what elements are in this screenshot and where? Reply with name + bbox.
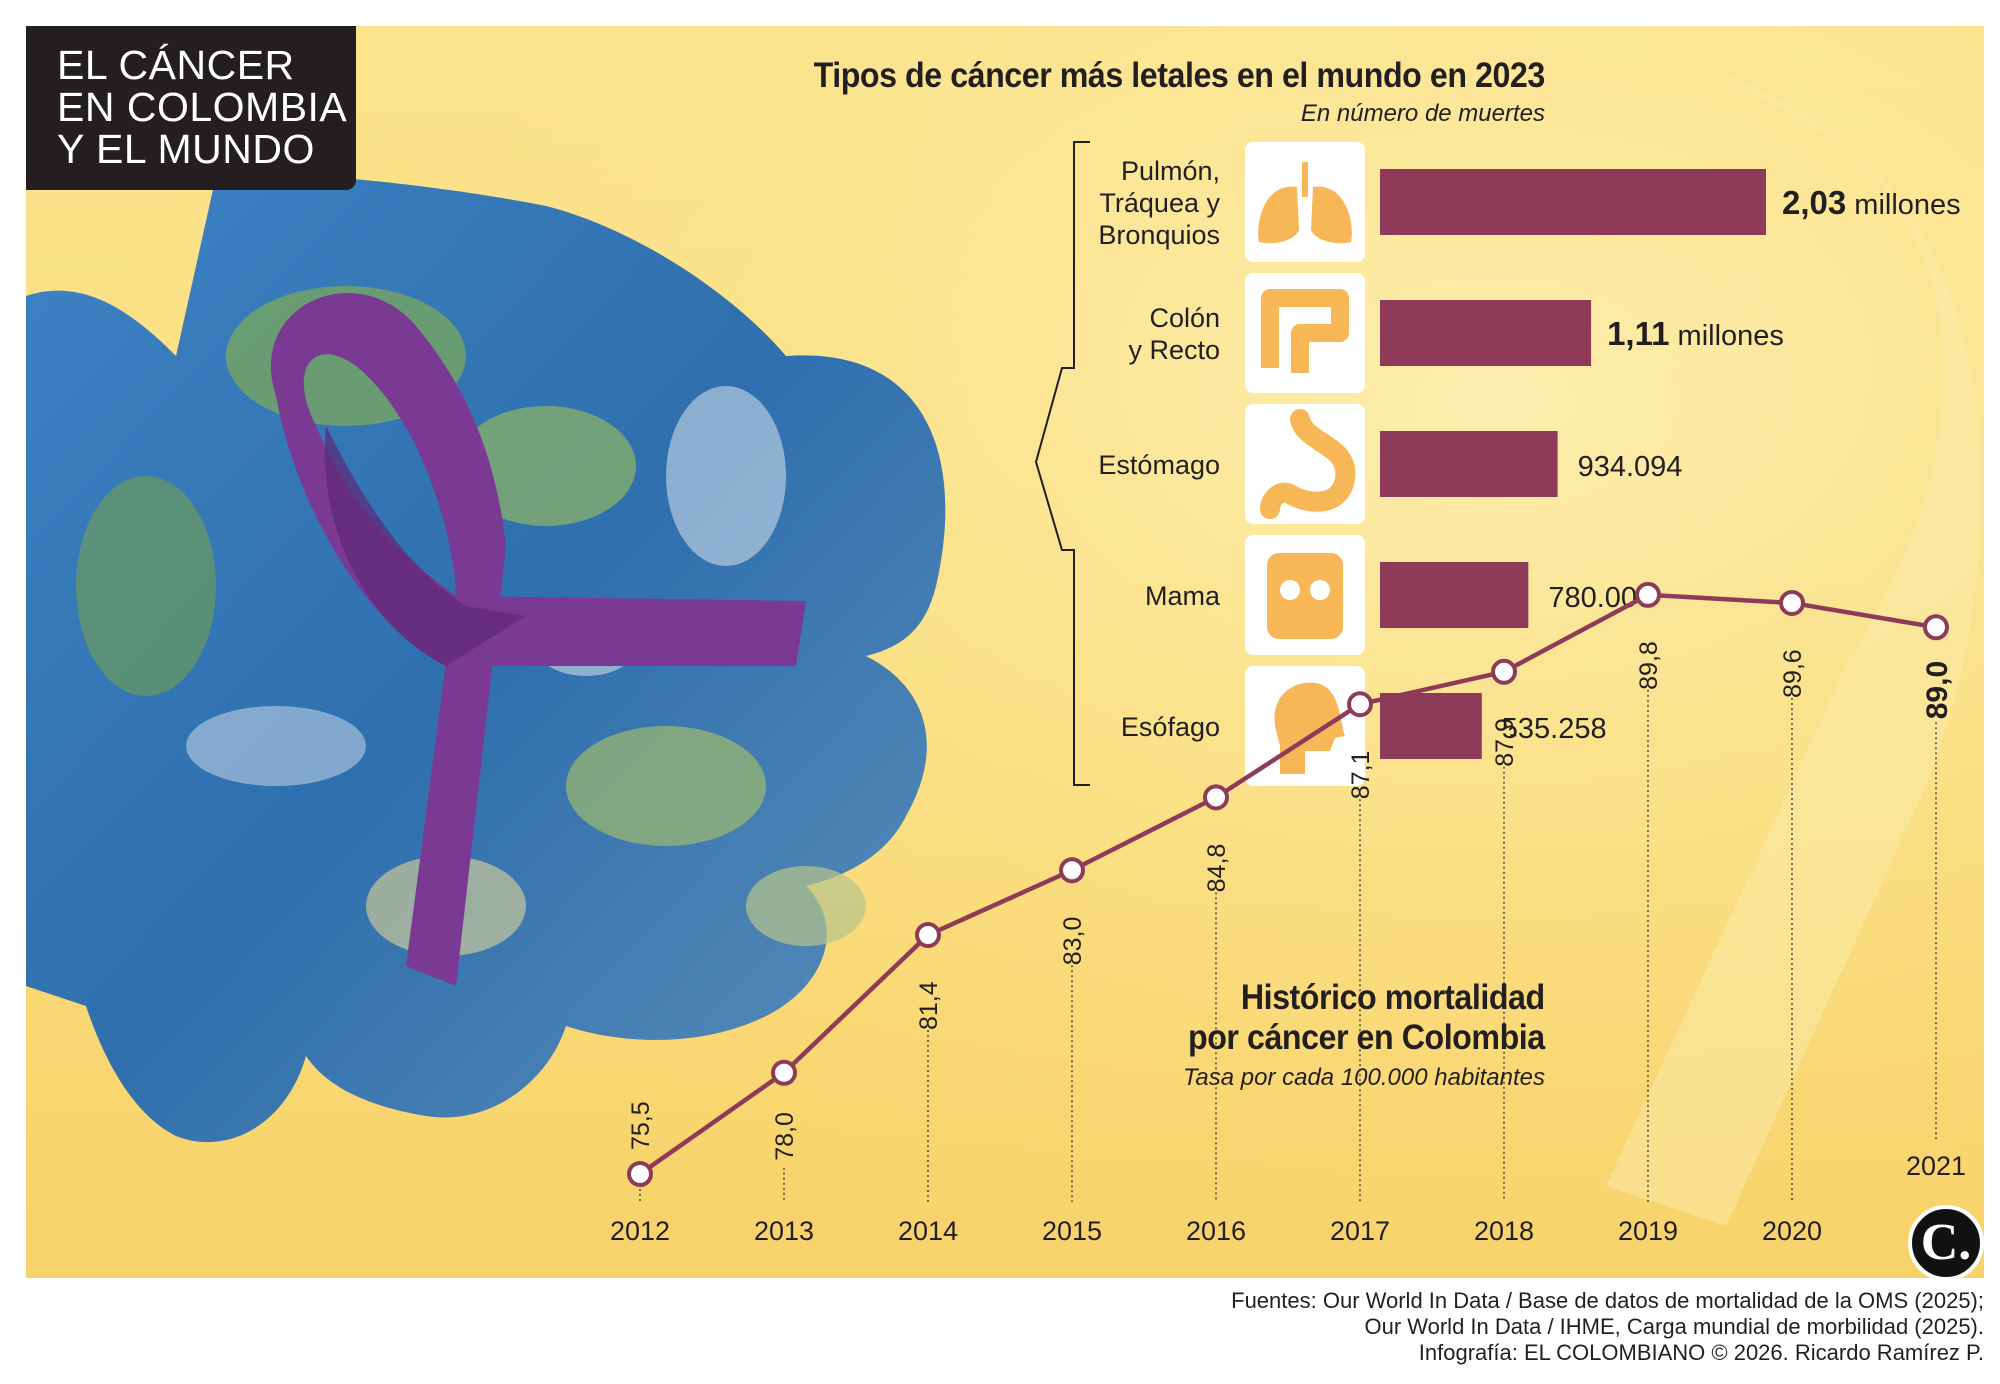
category-label: Esófago [1121, 712, 1220, 742]
bar-chart-title: Tipos de cáncer más letales en el mundo … [813, 56, 1546, 95]
data-point [1347, 691, 1373, 718]
lung-right [1311, 186, 1352, 244]
category-bracket [1034, 141, 1090, 786]
value-label: 2,03 millones [1782, 184, 1961, 221]
data-point [1923, 614, 1949, 641]
x-tick-label: 2014 [898, 1216, 958, 1246]
intestine-icon [1261, 289, 1349, 373]
series-line [638, 592, 1937, 1176]
watermark-shape [1606, 66, 1982, 1226]
lungs-icon [1258, 162, 1352, 244]
value-label: 89,6 [1779, 649, 1807, 698]
stomach-icon [1260, 409, 1356, 519]
value-label: 87,9 [1491, 718, 1519, 767]
data-point [627, 1161, 653, 1187]
value-label: 934.094 [1578, 451, 1683, 483]
value-label: 535.258 [1502, 713, 1607, 745]
value-label: 87,1 [1347, 751, 1375, 800]
stomach-shape [1260, 409, 1356, 519]
value-label: 83,0 [1059, 917, 1087, 966]
breast-icon [1267, 553, 1343, 639]
line-chart-title: Histórico mortalidad por cáncer en Colom… [1188, 978, 1545, 1058]
x-tick-label: 2017 [1330, 1216, 1390, 1246]
lung-left [1258, 186, 1299, 244]
line-chart-title-line: por cáncer en Colombia [1188, 1018, 1545, 1057]
category-icon-box [1245, 142, 1365, 262]
category-label: Tráquea y [1099, 188, 1220, 218]
bar [1380, 431, 1558, 497]
data-point [1059, 857, 1085, 884]
value-unit: millones [1669, 320, 1783, 352]
data-point [1203, 784, 1229, 811]
category-label: Estómago [1098, 450, 1220, 480]
data-point [915, 922, 941, 949]
infographic-title: EL CÁNCER EN COLOMBIA Y EL MUNDO [26, 26, 356, 190]
value-unit: millones [1846, 189, 1960, 221]
line-chart: 75,5 2012 78,0 2013 81,4 2014 83,0 2015 84,8 2016… [610, 581, 1966, 1246]
category-label: Pulmón, [1121, 156, 1220, 186]
bar [1380, 300, 1592, 366]
throat-icon [1274, 682, 1345, 774]
torso-shape [1267, 553, 1343, 639]
footer-credit: Infografía: EL COLOMBIANO © 2026. Ricard… [1418, 1340, 1984, 1365]
footer-sources-line: Our World In Data / IHME, Carga mundial … [1364, 1314, 1984, 1339]
value-number: 535.258 [1502, 713, 1607, 745]
value-number: 934.094 [1578, 451, 1683, 483]
category-label: y Recto [1128, 335, 1220, 365]
bar-chart-subtitle: En número de muertes [1300, 100, 1545, 127]
value-label: 1,11 millones [1607, 315, 1784, 352]
x-tick-label: 2016 [1186, 1216, 1246, 1246]
intestine-shape [1261, 289, 1349, 373]
value-label: 78,0 [771, 1112, 799, 1161]
title-line: EL CÁNCER [57, 42, 295, 88]
value-number: 1,11 [1607, 315, 1669, 352]
bar [1380, 562, 1529, 628]
x-tick-label: 2019 [1618, 1216, 1678, 1246]
head-profile [1274, 682, 1345, 774]
category-label: Mama [1145, 581, 1221, 611]
value-label: 89,0 [1921, 661, 1954, 719]
title-line: Y EL MUNDO [57, 126, 315, 172]
bar [1380, 693, 1482, 759]
breast-right [1310, 580, 1330, 600]
data-point [1491, 658, 1517, 685]
title-line: EN COLOMBIA [57, 84, 348, 130]
breast-left [1280, 580, 1300, 600]
x-tick-label: 2013 [754, 1216, 814, 1246]
x-tick-label: 2018 [1474, 1216, 1534, 1246]
data-point [771, 1059, 797, 1086]
awareness-ribbon-illustration [270, 293, 806, 987]
value-label: 84,8 [1203, 844, 1231, 893]
value-label: 81,4 [915, 981, 943, 1030]
category-label: Bronquios [1098, 220, 1220, 250]
x-tick-label: 2015 [1042, 1216, 1102, 1246]
value-label: 89,8 [1635, 641, 1663, 690]
value-label: 75,5 [627, 1101, 655, 1150]
el-colombiano-logo: C. [1908, 1205, 1984, 1281]
x-tick-label: 2021 [1906, 1151, 1966, 1181]
footer-sources-line: Fuentes: Our World In Data / Base de dat… [1231, 1288, 1984, 1313]
x-tick-label: 2020 [1762, 1216, 1822, 1246]
data-point [1779, 589, 1805, 616]
data-point [1635, 581, 1661, 608]
line-chart-title-line: Histórico mortalidad [1241, 978, 1545, 1017]
category-label: Colón [1149, 303, 1220, 333]
line-chart-subtitle: Tasa por cada 100.000 habitantes [1182, 1064, 1545, 1091]
bar [1380, 169, 1766, 235]
x-tick-label: 2012 [610, 1216, 670, 1246]
value-number: 2,03 [1782, 184, 1846, 221]
